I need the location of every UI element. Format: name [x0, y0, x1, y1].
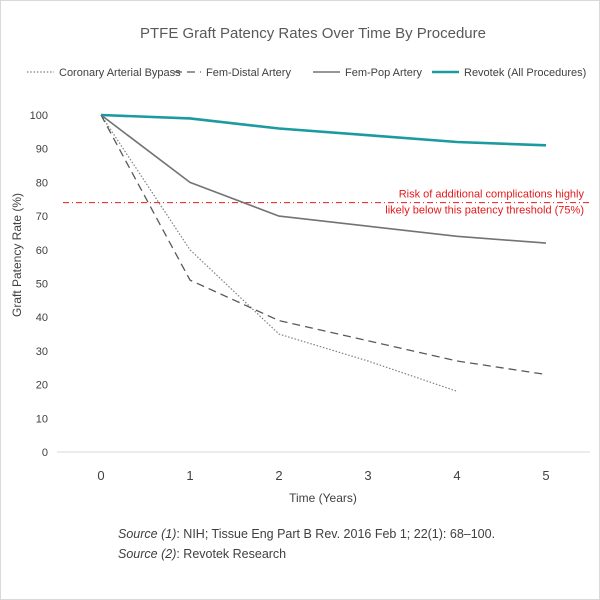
x-tick-label: 4	[453, 468, 460, 483]
y-tick-label: 60	[36, 245, 48, 257]
source-2-label: Source (2)	[118, 547, 177, 561]
y-tick-label: 30	[36, 346, 48, 358]
y-tick-label: 80	[36, 177, 48, 189]
series-line-1	[100, 114, 458, 392]
y-tick-label: 40	[36, 312, 48, 324]
y-tick-label: 20	[36, 380, 48, 392]
x-tick-label: 5	[542, 468, 549, 483]
y-axis-ticks: 0 10 20 30 40 50 60 70 80 90 100	[30, 110, 48, 459]
y-tick-label: 10	[36, 413, 48, 425]
y-tick-label: 50	[36, 279, 48, 291]
series-line-3	[100, 114, 547, 244]
legend-label-2: Fem-Distal Artery	[206, 67, 291, 79]
source-1-label: Source (1)	[118, 527, 177, 541]
y-tick-label: 100	[30, 110, 48, 122]
source-2-text: : Revotek Research	[176, 547, 287, 561]
legend: Coronary Arterial Bypass Fem-Distal Arter…	[27, 67, 586, 79]
threshold-label-line2: likely below this patency threshold (75%…	[385, 205, 584, 217]
source-line-1: Source (1): NIH; Tissue Eng Part B Rev. …	[118, 527, 495, 541]
series-line-2	[100, 114, 547, 376]
source-line-2: Source (2): Revotek Research	[118, 547, 286, 561]
x-tick-label: 0	[97, 468, 104, 483]
y-axis-label: Graft Patency Rate (%)	[10, 193, 24, 317]
x-axis-ticks: 0 1 2 3 4 5	[97, 468, 549, 483]
y-tick-label: 70	[36, 211, 48, 223]
legend-label-1: Coronary Arterial Bypass	[59, 67, 181, 79]
x-tick-label: 3	[364, 468, 371, 483]
threshold-label-line1: Risk of additional complications highly	[399, 189, 585, 201]
series-layer	[100, 113, 547, 392]
chart-title: PTFE Graft Patency Rates Over Time By Pr…	[140, 25, 486, 42]
y-tick-label: 90	[36, 144, 48, 156]
x-tick-label: 1	[186, 468, 193, 483]
series-line-4	[100, 113, 547, 147]
legend-label-4: Revotek (All Procedures)	[464, 67, 586, 79]
x-axis-label: Time (Years)	[289, 491, 357, 505]
source-1-text: : NIH; Tissue Eng Part B Rev. 2016 Feb 1…	[176, 527, 496, 541]
y-tick-label: 0	[42, 447, 48, 459]
x-tick-label: 2	[275, 468, 282, 483]
legend-label-3: Fem-Pop Artery	[345, 67, 423, 79]
